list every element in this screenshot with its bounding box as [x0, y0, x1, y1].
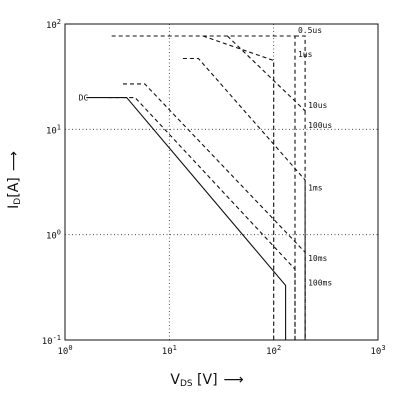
x-tick-label: 103 [370, 344, 385, 357]
series-line-05us [295, 35, 306, 111]
x-tick-label: 102 [266, 344, 281, 357]
y-axis-title: ID[A]⟶ [6, 151, 23, 209]
y-tick-label: 100 [46, 229, 61, 242]
series-line-dc [86, 97, 287, 340]
series-line-100ms [108, 97, 296, 340]
series-line-10ms [123, 83, 306, 340]
series-line-10us [227, 35, 306, 112]
y-tick-label: 101 [46, 123, 61, 136]
series-layer [86, 35, 306, 340]
x-tick-labels: 100 101 102 103 [57, 344, 385, 357]
series-label: 1ms [308, 184, 323, 193]
y-tick-label: 102 [46, 18, 61, 31]
series-label: 0.5us [298, 26, 322, 35]
plot-frame [64, 23, 379, 341]
grid-lines [65, 24, 378, 340]
series-label: 10us [308, 101, 327, 110]
series-line-1ms [182, 57, 306, 340]
series-label: 100ms [308, 279, 332, 288]
series-label: 10ms [308, 254, 327, 263]
x-tick-label: 100 [57, 344, 72, 357]
x-axis-title: VDS [V] ⟶ [170, 372, 243, 389]
y-tick-label: 10-1 [42, 334, 61, 347]
series-labels: DC 100ms 10ms 1ms 100us 10us 1us 0.5us [79, 26, 333, 288]
series-label: 100us [308, 121, 332, 130]
series-label: DC [79, 94, 89, 103]
series-label: 1us [298, 50, 313, 59]
series-line [202, 35, 275, 340]
x-tick-label: 101 [162, 344, 177, 357]
y-tick-labels: 10-1 100 101 102 [42, 18, 61, 347]
